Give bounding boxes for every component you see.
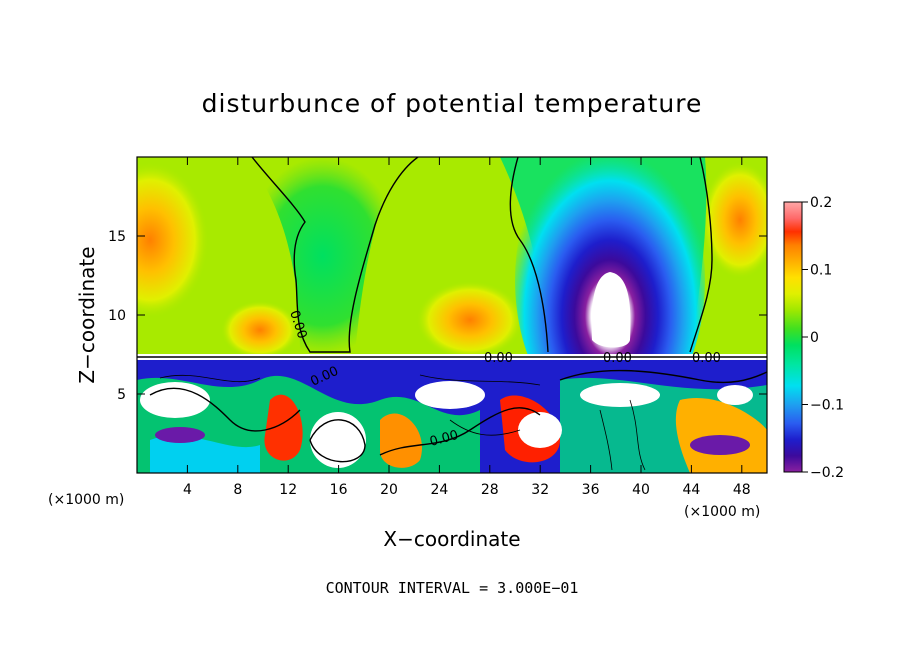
heatmap-field [137, 157, 767, 473]
chart-title: disturbunce of potential temperature [202, 89, 703, 118]
x-tick-label: 8 [233, 482, 242, 498]
lower-purple-1 [155, 427, 205, 443]
contour-zero-3 [689, 157, 713, 353]
contour-lower-4 [559, 369, 767, 384]
y-axis-ticks: 5 10 15 [108, 229, 767, 403]
contour-label: 0.00 [603, 351, 632, 366]
x-axis-label: X−coordinate [383, 527, 520, 551]
colorbar-tick-label: 0 [810, 330, 819, 346]
lower-white-4 [518, 412, 562, 448]
lower-white-3 [415, 381, 485, 409]
x-axis-ticks: 4 8 12 16 20 24 28 32 36 40 44 48 [183, 157, 751, 498]
lower-white-5 [580, 383, 660, 407]
contour-lower-3 [379, 407, 541, 456]
y-axis-label: Z−coordinate [75, 246, 99, 383]
contour-lower-1 [149, 387, 301, 432]
lower-purple-2 [690, 435, 750, 455]
lower-orange-1 [380, 413, 422, 468]
warm-region-left [137, 160, 210, 320]
contour-zero-2 [509, 157, 549, 353]
contour-thin-5 [449, 419, 521, 436]
warm-region-left-2 [220, 300, 300, 360]
x-tick-label: 40 [632, 482, 650, 498]
contour-thin-3 [599, 409, 613, 471]
colorbar-tick-label: −0.1 [810, 398, 844, 414]
colorbar-gradient [783, 201, 803, 473]
contour-lines [137, 157, 767, 463]
x-tick-label: 24 [430, 482, 448, 498]
x-tick-label: 44 [682, 482, 700, 498]
x-tick-label: 16 [330, 482, 348, 498]
x-tick-label: 20 [380, 482, 398, 498]
x-tick-label: 12 [279, 482, 297, 498]
lower-red-1 [264, 394, 303, 461]
lower-white-1 [140, 382, 210, 418]
contour-thin-2 [419, 374, 541, 386]
contour-zero-1 [251, 157, 419, 353]
colorbar-tick-label: −0.2 [810, 465, 844, 481]
y-tick-label: 5 [117, 387, 126, 403]
colorbar-ticks: 0.2 0.1 0 −0.1 −0.2 [802, 195, 844, 481]
warm-region-mid [415, 280, 525, 360]
x-tick-label: 48 [733, 482, 751, 498]
cold-plume-core [591, 272, 631, 348]
contour-label: 0.00 [428, 428, 460, 450]
colorbar: 0.2 0.1 0 −0.1 −0.2 [783, 195, 844, 481]
warm-region-right [700, 160, 767, 280]
contour-label: 0.00 [484, 351, 513, 366]
contour-interval-note: CONTOUR INTERVAL = 3.000E−01 [326, 579, 579, 597]
x-tick-label: 32 [531, 482, 549, 498]
green-column-1 [245, 157, 400, 355]
x-tick-label: 4 [183, 482, 192, 498]
lower-white-2 [310, 412, 366, 468]
lower-white-6 [717, 385, 753, 405]
lower-cyan-1 [150, 435, 260, 473]
x-axis-unit-left: (×1000 m) [48, 492, 124, 508]
contour-lower-2 [309, 419, 366, 463]
contour-label: 0.00 [692, 351, 721, 366]
colorbar-tick-label: 0.1 [810, 263, 832, 279]
contour-thin-1 [159, 374, 261, 382]
contour-thin-4 [629, 399, 646, 471]
contour-lines-thin [159, 374, 646, 471]
x-tick-label: 28 [481, 482, 499, 498]
y-tick-label: 15 [108, 229, 126, 245]
x-axis-unit-right: (×1000 m) [684, 504, 760, 520]
colorbar-tick-label: 0.2 [810, 195, 832, 211]
x-tick-label: 36 [582, 482, 600, 498]
y-tick-label: 10 [108, 308, 126, 324]
